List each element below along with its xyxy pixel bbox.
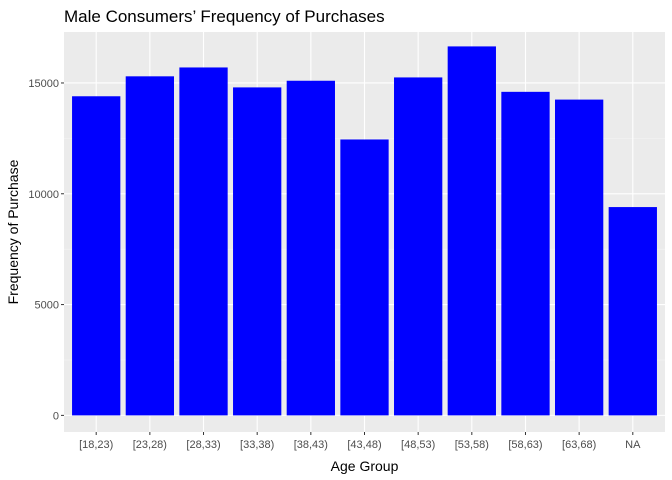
bar (394, 77, 443, 416)
bar (179, 67, 228, 416)
x-tick-label: [23,28) (133, 439, 167, 451)
chart-title: Male Consumers’ Frequency of Purchases (64, 7, 385, 26)
x-tick-label: [58,63) (508, 439, 542, 451)
bars (72, 46, 657, 416)
x-axis-title: Age Group (331, 458, 399, 474)
bar (340, 139, 389, 416)
x-tick-label: [33,38) (240, 439, 274, 451)
x-tick-label: [38,43) (294, 439, 328, 451)
y-axis-title: Frequency of Purchase (5, 159, 21, 304)
x-tick-label: [18,23) (79, 439, 113, 451)
bar (501, 91, 550, 416)
bar (233, 87, 282, 416)
x-tick-label: NA (625, 439, 641, 451)
bar (125, 76, 175, 416)
y-tick-label: 10000 (28, 189, 59, 201)
x-tick-label: [48,53) (401, 439, 435, 451)
x-axis-ticks: [18,23) [23,28) [28,33) [33,38) [38,43) [43,4… (79, 432, 641, 451)
bar (286, 80, 335, 416)
x-tick-label: [28,33) (186, 439, 220, 451)
y-tick-label: 5000 (35, 300, 59, 312)
bar (554, 99, 604, 416)
x-tick-label: [43,48) (347, 439, 381, 451)
y-tick-label: 0 (53, 410, 59, 422)
y-tick-label: 15000 (28, 78, 59, 90)
bar (72, 96, 121, 416)
y-axis-ticks: 0 5000 10000 15000 (28, 78, 64, 422)
x-tick-label: [53,58) (455, 439, 489, 451)
bar (447, 46, 496, 416)
bar (608, 207, 657, 416)
x-tick-label: [63,68) (562, 439, 596, 451)
